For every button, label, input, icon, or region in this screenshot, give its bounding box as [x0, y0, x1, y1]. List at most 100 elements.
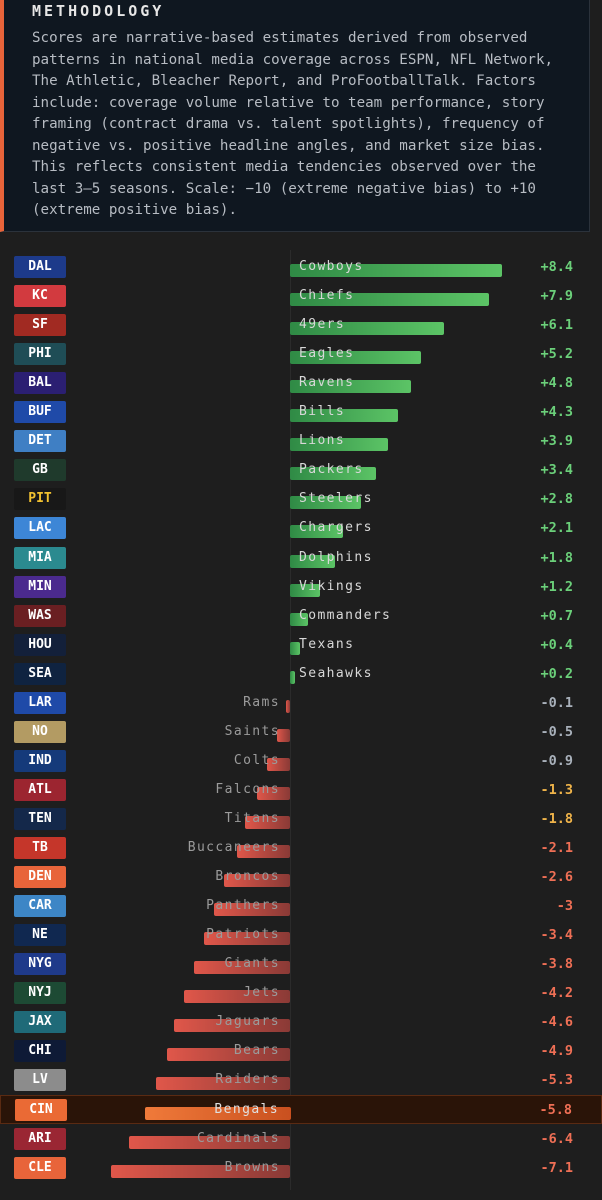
team-row-nyg: NYG Giants -3.8 [0, 950, 602, 979]
team-name-label: Rams [243, 694, 280, 710]
team-name-label: Commanders [299, 607, 392, 623]
team-row-hou: HOU Texans +0.4 [0, 631, 602, 660]
bar-ari [128, 1135, 290, 1149]
team-badge: LAR [14, 691, 66, 714]
team-badge: CIN [15, 1099, 67, 1122]
team-name-label: Broncos [215, 869, 280, 885]
bar-car [214, 903, 290, 917]
team-badge: NYG [14, 953, 66, 976]
team-badge: NE [14, 924, 66, 947]
team-row-min: MIN Vikings +1.2 [0, 573, 602, 602]
value-label: -0.1 [540, 694, 573, 711]
bar-nyj [184, 990, 290, 1004]
team-row-den: DEN Broncos -2.6 [0, 863, 602, 892]
team-badge: ATL [14, 778, 66, 801]
value-label: -3 [556, 898, 573, 915]
value-label: -6.4 [540, 1130, 573, 1147]
team-badge: MIN [14, 575, 66, 598]
team-name-label: Eagles [299, 346, 355, 362]
team-name-label: Browns [224, 1159, 280, 1175]
bar-bal [290, 380, 411, 394]
team-badge: LAC [14, 517, 66, 540]
value-label: +5.2 [540, 346, 573, 363]
team-name-label: Seahawks [299, 665, 373, 681]
value-label: -1.3 [540, 781, 573, 798]
team-row-ind: IND Colts -0.9 [0, 747, 602, 776]
team-row-det: DET Lions +3.9 [0, 427, 602, 456]
methodology-title: METHODOLOGY [32, 2, 165, 20]
team-name-label: Titans [224, 810, 280, 826]
team-badge: PIT [14, 488, 66, 511]
value-label: +1.2 [540, 578, 573, 595]
team-name-label: 49ers [299, 317, 346, 333]
team-name-label: Falcons [215, 781, 280, 797]
bar-pit [290, 496, 361, 510]
team-name-label: Ravens [299, 375, 355, 391]
value-label: +3.4 [540, 462, 573, 479]
team-name-label: Chargers [299, 520, 373, 536]
team-row-phi: PHI Eagles +5.2 [0, 340, 602, 369]
team-row-lar: LAR Rams -0.1 [0, 689, 602, 718]
bar-min [290, 583, 321, 597]
team-badge: CLE [14, 1156, 66, 1179]
bar-ne [204, 932, 290, 946]
team-badge: CHI [14, 1040, 66, 1063]
team-row-was: WAS Commanders +0.7 [0, 602, 602, 631]
team-name-label: Cardinals [196, 1130, 280, 1146]
value-label: -3.8 [540, 956, 573, 973]
bar-jax [174, 1019, 290, 1033]
bar-lv [156, 1077, 290, 1091]
team-row-kc: KC Chiefs +7.9 [0, 282, 602, 311]
bar-sf [290, 322, 444, 336]
value-label: +3.9 [540, 433, 573, 450]
team-row-mia: MIA Dolphins +1.8 [0, 544, 602, 573]
team-name-label: Steelers [299, 491, 373, 507]
team-badge: SEA [14, 662, 66, 685]
team-badge: ARI [14, 1127, 66, 1150]
team-row-chi: CHI Bears -4.9 [0, 1037, 602, 1066]
value-label: -0.5 [540, 723, 573, 740]
bar-gb [290, 467, 376, 481]
team-name-label: Chiefs [299, 288, 355, 304]
bar-cin [144, 1107, 291, 1121]
team-name-label: Dolphins [299, 549, 373, 565]
team-badge: WAS [14, 604, 66, 627]
team-badge: BAL [14, 372, 66, 395]
bar-phi [290, 351, 422, 365]
team-badge: DAL [14, 256, 66, 278]
team-row-atl: ATL Falcons -1.3 [0, 776, 602, 805]
team-row-no: NO Saints -0.5 [0, 718, 602, 747]
team-name-label: Cowboys [299, 259, 364, 274]
team-row-pit: PIT Steelers +2.8 [0, 485, 602, 514]
team-name-label: Vikings [299, 578, 364, 594]
value-label: -7.1 [540, 1159, 573, 1176]
team-badge: DEN [14, 866, 66, 889]
team-badge: CAR [14, 895, 66, 918]
bar-mia [290, 554, 336, 568]
value-label: +0.2 [540, 665, 573, 682]
team-badge: PHI [14, 343, 66, 366]
team-name-label: Patriots [206, 927, 280, 943]
team-row-buf: BUF Bills +4.3 [0, 398, 602, 427]
value-label: -5.8 [539, 1102, 572, 1119]
bar-lac [290, 525, 343, 539]
team-row-sf: SF 49ers +6.1 [0, 311, 602, 340]
value-label: +7.9 [540, 288, 573, 305]
value-label: +0.7 [540, 607, 573, 624]
bar-hou [290, 641, 301, 655]
bar-dal [290, 264, 502, 277]
team-row-cin: CIN Bengals -5.8 [0, 1095, 602, 1125]
team-name-label: Bengals [214, 1102, 279, 1118]
value-label: -3.4 [540, 927, 573, 944]
team-row-lac: LAC Chargers +2.1 [0, 514, 602, 543]
team-name-label: Saints [224, 723, 280, 739]
bar-chi [166, 1048, 290, 1062]
zero-axis-line [290, 250, 291, 1190]
team-name-label: Panthers [206, 898, 280, 914]
team-row-sea: SEA Seahawks +0.2 [0, 660, 602, 689]
team-row-cle: CLE Browns -7.1 [0, 1154, 602, 1183]
team-badge: TEN [14, 807, 66, 830]
bar-nyg [194, 961, 290, 975]
team-row-lv: LV Raiders -5.3 [0, 1066, 602, 1095]
team-badge: JAX [14, 1011, 66, 1034]
